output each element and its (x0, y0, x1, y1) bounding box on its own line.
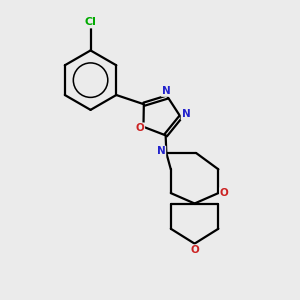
Text: N: N (157, 146, 165, 157)
Text: O: O (220, 188, 229, 198)
Text: O: O (136, 123, 144, 133)
Text: N: N (162, 86, 170, 96)
Text: N: N (182, 110, 190, 119)
Text: Cl: Cl (85, 17, 97, 28)
Text: O: O (190, 245, 199, 255)
